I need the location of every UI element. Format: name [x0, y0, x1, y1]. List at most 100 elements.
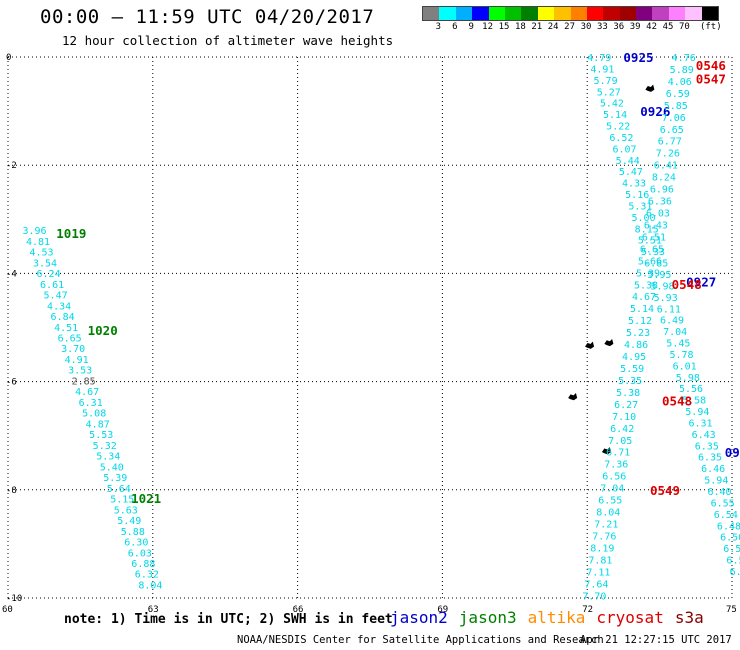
wave-height-value: 7.06	[662, 113, 686, 124]
y-tick-label: -10	[6, 594, 22, 604]
scale-swatch	[636, 7, 653, 20]
scale-label: 45	[662, 22, 674, 32]
wave-height-value: 5.95	[647, 270, 671, 281]
wave-height-value: 6.11	[657, 304, 681, 315]
x-tick-label: 63	[148, 605, 159, 615]
pass-time-label: 0548	[672, 277, 702, 292]
map-title: 00:00 – 11:59 UTC 04/20/2017	[40, 6, 375, 28]
wave-height-value: 5.23	[626, 328, 650, 339]
wave-height-value: 6.51	[642, 232, 666, 243]
pass-time-label: 0546	[696, 58, 726, 73]
land-island-a	[645, 84, 655, 92]
scale-label: 24	[547, 22, 559, 32]
wave-height-color-scale: 3 6 9 12 15 18 21 24 27 30 33 36 39 42 45 70 (ft)	[422, 6, 722, 33]
wave-height-value: 5.79	[594, 76, 618, 87]
wave-height-value: 5.94	[685, 407, 709, 418]
wave-height-value: 8.04	[138, 580, 162, 591]
scale-swatch	[423, 7, 440, 20]
wave-height-value: 8.15	[635, 224, 659, 235]
wave-height-value: 5.98	[650, 281, 674, 292]
land-features	[568, 84, 655, 455]
wave-height-value: 6.01	[673, 361, 697, 372]
wave-height-value: 5.32	[93, 441, 117, 452]
scale-swatch	[586, 7, 604, 20]
wave-height-value: 6.43	[692, 430, 716, 441]
scale-label: 30	[580, 22, 592, 32]
scale-label: 3	[435, 22, 442, 32]
wave-height-value: 4.67	[75, 387, 99, 398]
wave-height-value: 4.51	[54, 323, 78, 334]
wave-height-value: 5.31	[628, 201, 652, 212]
scale-label: 15	[498, 22, 510, 32]
wave-height-value: 6.85	[644, 259, 668, 270]
wave-height-value: 5.12	[628, 316, 652, 327]
wave-height-value: 5.39	[636, 268, 660, 279]
wave-height-value: 4.91	[590, 64, 614, 75]
wave-height-value: 7.04	[600, 484, 624, 495]
footer-credit: NOAA/NESDIS Center for Satellite Applica…	[237, 634, 604, 646]
wave-height-value: 6.31	[688, 418, 712, 429]
wave-height-value: 6.52	[609, 133, 633, 144]
satellite-s3a: s3a	[674, 608, 704, 627]
scale-swatch	[554, 7, 571, 20]
wave-height-value: 5.59	[620, 364, 644, 375]
footer-note: note: 1) Time is in UTC; 2) SWH is in fe…	[64, 612, 393, 627]
wave-height-value: 4.91	[65, 355, 89, 366]
satellite-cryosat: cryosat	[596, 608, 664, 627]
scale-label: 70	[678, 22, 690, 32]
wave-height-value: 6.55	[711, 498, 735, 509]
map-axes: 60 63 66 69 72 75 0 -2 -4 -6 -8 -10	[2, 53, 737, 615]
wave-height-value: 4.87	[86, 419, 110, 430]
pass-time-label: 1021	[131, 491, 161, 506]
pass-time-label: 0548	[662, 394, 692, 409]
wave-height-value: 7.81	[588, 555, 612, 566]
wave-height-value: 5.85	[664, 101, 688, 112]
wave-height-value: 6.32	[135, 570, 159, 581]
y-tick-label: -8	[6, 486, 17, 496]
wave-height-value: 5.56	[679, 384, 703, 395]
wave-height-value: 8.19	[590, 543, 614, 554]
scale-label: 39	[629, 22, 641, 32]
wave-height-value: 5.27	[597, 87, 621, 98]
wave-height-value: 6.03	[646, 209, 670, 220]
wave-height-value: 3.70	[61, 344, 85, 355]
wave-height-value: 6.49	[660, 316, 684, 327]
wave-height-value: 6.71	[606, 448, 630, 459]
wave-height-value: 6.61	[40, 280, 64, 291]
x-tick-label: 66	[293, 605, 304, 615]
pass-time-label: 09	[725, 445, 740, 460]
wave-height-value: 4.95	[622, 352, 646, 363]
wave-height-value: 5.34	[96, 452, 120, 463]
wave-height-value: 5.89	[670, 65, 694, 76]
scale-swatch	[488, 7, 505, 20]
scale-label: 42	[646, 22, 658, 32]
pass-time-label: 0925	[623, 50, 653, 65]
wave-height-value: 5.98	[676, 373, 700, 384]
wave-height-value: 6.46	[701, 464, 725, 475]
wave-height-value: 5.39	[103, 473, 127, 484]
wave-height-value: 5.15	[110, 495, 134, 506]
wave-height-value: 5.44	[616, 156, 640, 167]
scale-label: 33	[596, 22, 608, 32]
scale-label: (ft)	[699, 22, 722, 32]
scale-swatch	[455, 7, 473, 20]
wave-height-value: 6.30	[124, 538, 148, 549]
wave-height-value: 7.04	[663, 327, 687, 338]
map-grid	[7, 56, 733, 599]
wave-height-value: 6.77	[658, 137, 682, 148]
scale-swatch	[537, 7, 555, 20]
scale-label: 36	[613, 22, 625, 32]
wave-height-value: 6.27	[614, 400, 638, 411]
wave-height-value: 6.65	[640, 244, 664, 255]
wave-height-value: 6.24	[37, 269, 61, 280]
x-tick-label: 69	[437, 605, 448, 615]
wave-height-value: 4.06	[668, 77, 692, 88]
scale-label: 9	[468, 22, 474, 32]
wave-height-value: 5.53	[89, 430, 113, 441]
wave-height-value: 5.42	[600, 99, 624, 110]
pass-time-label: 1020	[88, 323, 118, 338]
pass-time-label: 1019	[56, 226, 86, 241]
wave-height-value: 8.04	[596, 508, 620, 519]
wave-height-value: 6.07	[613, 144, 637, 155]
